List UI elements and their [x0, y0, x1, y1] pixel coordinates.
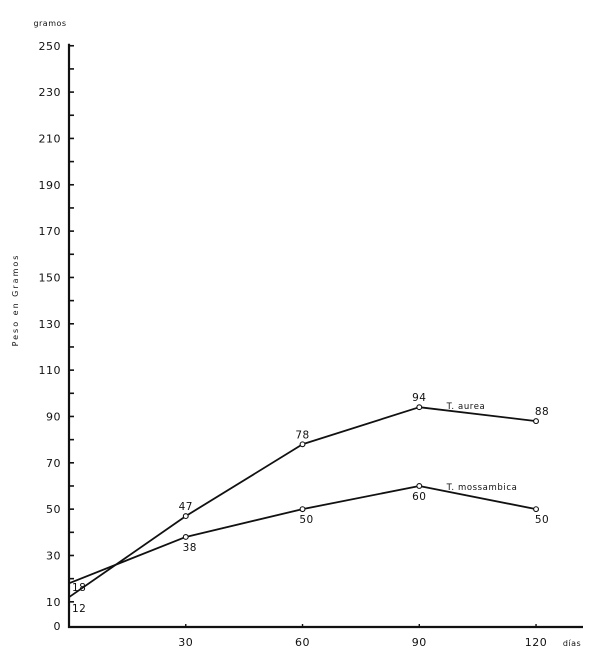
y-tick-label: 230: [39, 86, 62, 99]
series-layer: 12 47 78 94 88 T. aurea 18 38 50 60 50 T. mossambic…: [68, 392, 549, 615]
data-point-label: 88: [535, 406, 549, 418]
y-tick-label: 10: [46, 596, 61, 609]
data-point-marker: [299, 441, 306, 448]
series-line-t-mossambica: [68, 485, 537, 585]
x-axis-title: días: [563, 639, 581, 648]
data-point-marker: [182, 513, 189, 520]
data-point-label: 12: [72, 603, 86, 615]
x-tick-label: 60: [295, 636, 310, 649]
y-axis-title: Peso en Gramos: [11, 254, 20, 347]
data-point-marker: [182, 534, 189, 540]
y-tick-label: 250: [39, 40, 62, 53]
y-tick-label: 30: [46, 549, 61, 562]
data-point-label: 78: [295, 429, 309, 441]
series-name-label: T. aurea: [446, 402, 486, 412]
x-tick-label: 120: [525, 636, 548, 649]
data-point-label: 94: [412, 392, 426, 404]
y-tick-label: 50: [46, 503, 61, 516]
y-tick-label: 70: [46, 457, 61, 470]
y-tick-label: 150: [39, 271, 62, 284]
y-tick-label: 0: [54, 620, 62, 633]
y-tick-label: 90: [46, 410, 61, 423]
data-point-label: 60: [412, 491, 426, 503]
series-name-label: T. mossambica: [446, 483, 518, 493]
data-point-label: 47: [179, 501, 193, 513]
y-tick-label: 130: [39, 318, 62, 331]
y-tick-label: 190: [39, 179, 62, 192]
data-point-label: 50: [299, 514, 313, 526]
data-point-marker: [533, 418, 539, 425]
x-axis: 30 60 90 120: [68, 624, 583, 649]
data-point-label: 38: [183, 542, 197, 554]
y-unit-label: gramos: [33, 19, 66, 28]
y-tick-label: 110: [39, 364, 62, 377]
y-tick-label: 170: [39, 225, 62, 238]
data-point-marker: [533, 506, 539, 513]
x-tick-label: 30: [178, 636, 193, 649]
x-tick-label: 90: [412, 636, 427, 649]
data-point-label: 18: [72, 582, 86, 594]
data-point-label: 50: [535, 514, 549, 526]
data-point-marker: [299, 506, 306, 513]
data-point-marker: [416, 404, 423, 411]
data-point-marker: [416, 483, 423, 489]
y-axis: 0 10 30 50 70 90 110 130 150 170 190 210 230 250: [39, 40, 74, 633]
y-tick-label: 210: [39, 132, 62, 145]
